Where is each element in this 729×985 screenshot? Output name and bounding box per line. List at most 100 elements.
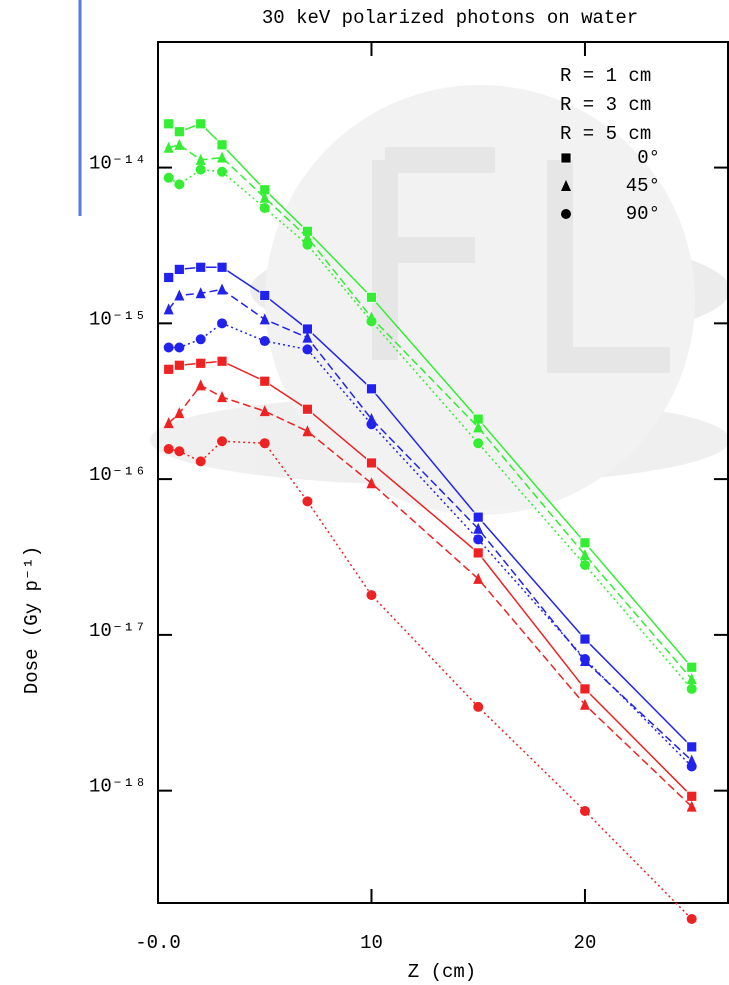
data-point xyxy=(366,477,377,489)
series-line xyxy=(168,288,693,762)
data-point xyxy=(195,379,206,391)
data-point xyxy=(174,289,185,301)
data-point xyxy=(302,425,313,437)
legend-marker xyxy=(561,209,571,219)
data-point xyxy=(302,231,313,243)
data-point xyxy=(163,417,174,429)
data-point xyxy=(473,701,484,712)
series-line xyxy=(168,122,693,668)
series-line xyxy=(168,384,693,808)
data-point xyxy=(366,457,377,469)
data-point xyxy=(686,761,697,772)
x-tick-label: 10 xyxy=(360,932,383,954)
data-point xyxy=(302,403,313,415)
data-point xyxy=(163,303,174,315)
data-point xyxy=(174,407,185,419)
data-point xyxy=(259,336,270,347)
data-point xyxy=(195,287,206,299)
legend-label: R = 5 cm xyxy=(560,123,651,145)
data-point xyxy=(366,590,377,601)
data-point xyxy=(195,261,207,273)
data-point xyxy=(579,683,591,695)
data-point xyxy=(579,806,590,817)
data-point xyxy=(217,151,228,163)
data-point xyxy=(195,164,206,175)
data-point xyxy=(473,421,484,433)
data-point xyxy=(686,800,697,812)
series-line xyxy=(168,360,693,797)
data-point xyxy=(473,522,484,534)
data-point xyxy=(217,391,228,403)
data-point xyxy=(216,355,228,367)
data-point xyxy=(195,118,207,130)
data-point xyxy=(174,138,185,150)
data-point xyxy=(163,272,175,283)
y-tick-label: 10⁻¹⁵ xyxy=(89,308,146,330)
data-point xyxy=(217,283,228,295)
legend-label: 90° xyxy=(626,203,660,225)
data-point xyxy=(473,572,484,584)
data-point xyxy=(173,126,185,138)
data-point xyxy=(686,741,698,753)
legend-marker xyxy=(561,180,571,191)
data-point xyxy=(686,683,697,694)
data-point xyxy=(174,342,185,353)
legend-label: 0° xyxy=(637,147,660,169)
y-axis-label: Dose (Gy p⁻¹) xyxy=(21,546,43,694)
data-point xyxy=(366,316,377,327)
series-line xyxy=(168,440,693,920)
data-point xyxy=(686,673,697,685)
data-point xyxy=(259,203,270,214)
data-point xyxy=(366,291,377,303)
series-line xyxy=(168,322,693,767)
data-point xyxy=(366,383,377,395)
plot-frame xyxy=(157,41,729,904)
data-point xyxy=(259,290,271,301)
data-point xyxy=(302,331,313,343)
data-point xyxy=(579,559,590,570)
data-point xyxy=(195,357,207,369)
data-point xyxy=(163,444,174,455)
data-point xyxy=(259,191,270,203)
legend-label: 45° xyxy=(626,175,660,197)
data-point xyxy=(217,436,228,447)
data-point xyxy=(217,318,228,329)
data-point xyxy=(195,153,206,165)
data-point xyxy=(259,375,271,387)
data-point xyxy=(174,179,185,190)
data-point xyxy=(173,359,185,371)
data-point xyxy=(686,790,698,802)
data-point xyxy=(302,344,313,355)
series-line xyxy=(168,143,693,680)
data-point xyxy=(472,547,484,559)
series-line xyxy=(168,168,693,690)
data-point xyxy=(366,419,377,430)
y-tick-label: 10⁻¹⁸ xyxy=(89,776,146,798)
data-point xyxy=(163,363,175,375)
legend-marker xyxy=(560,152,572,164)
data-point xyxy=(217,166,228,177)
data-point xyxy=(173,263,185,275)
data-point xyxy=(686,913,697,924)
data-point xyxy=(579,654,590,665)
data-point xyxy=(302,239,313,250)
data-point xyxy=(579,537,591,549)
data-point xyxy=(472,511,484,523)
data-point xyxy=(579,548,590,560)
legend-label: R = 3 cm xyxy=(560,94,651,116)
data-point xyxy=(473,438,484,449)
data-point xyxy=(579,633,591,645)
data-point xyxy=(686,661,698,673)
data-point xyxy=(195,334,206,345)
x-tick-label: 20 xyxy=(574,932,597,954)
data-point xyxy=(174,446,185,457)
data-point xyxy=(216,261,228,273)
data-point xyxy=(163,141,174,153)
series-line xyxy=(168,266,693,748)
y-tick-label: 10⁻¹⁶ xyxy=(89,464,146,486)
data-point xyxy=(163,118,175,130)
chart-title: 30 keV polarized photons on water xyxy=(262,7,638,29)
data-point xyxy=(259,438,270,449)
data-point xyxy=(163,342,174,353)
